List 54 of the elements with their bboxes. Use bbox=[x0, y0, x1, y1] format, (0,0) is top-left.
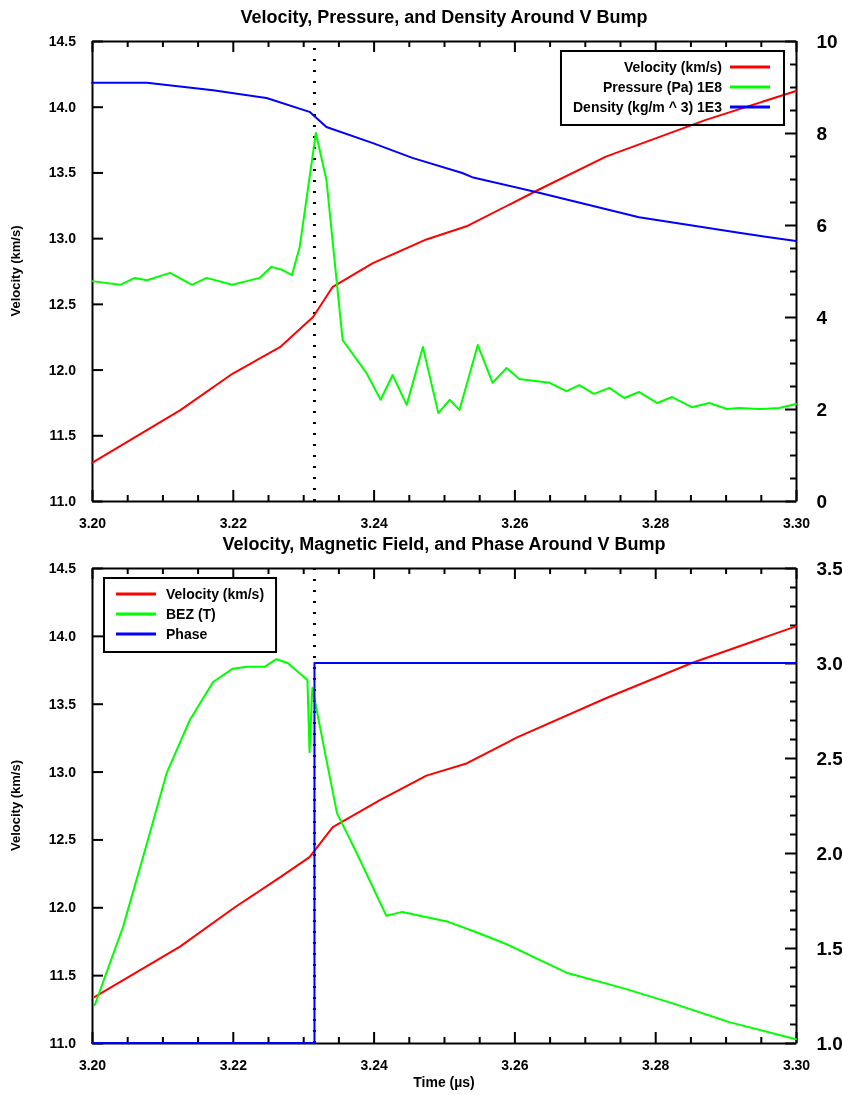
y2-tick-label: 2 bbox=[816, 398, 827, 420]
x-axis-title: Time (µs) bbox=[413, 1074, 475, 1090]
chart-title: Velocity, Pressure, and Density Around V Bump bbox=[240, 7, 648, 27]
y-tick-label: 12.0 bbox=[48, 899, 77, 916]
x-tick-label: 3.30 bbox=[782, 1057, 811, 1074]
y2-tick-label: 3.5 bbox=[816, 557, 842, 579]
y-tick-label: 14.0 bbox=[48, 98, 77, 115]
y-tick-label: 14.5 bbox=[48, 559, 77, 576]
y-tick-label: 11.0 bbox=[49, 1034, 77, 1051]
y-tick-label: 13.0 bbox=[48, 763, 77, 780]
x-tick-label: 3.26 bbox=[501, 515, 529, 532]
y2-tick-label: 0 bbox=[816, 490, 827, 512]
y-tick-label: 11.5 bbox=[49, 967, 77, 984]
legend-label: Velocity (km/s) bbox=[166, 586, 265, 602]
chart-title: Velocity, Magnetic Field, and Phase Around V Bump bbox=[222, 534, 666, 554]
y2-tick-label: 2.0 bbox=[816, 842, 842, 864]
y2-tick-label: 4 bbox=[816, 306, 828, 328]
y-axis-title: Velocity (km/s) bbox=[8, 759, 23, 852]
y-tick-label: 11.5 bbox=[49, 427, 77, 444]
x-tick-label: 3.28 bbox=[642, 515, 670, 532]
x-tick-label: 3.28 bbox=[642, 1057, 670, 1074]
x-tick-label: 3.22 bbox=[219, 515, 248, 532]
y2-tick-label: 2.5 bbox=[816, 747, 842, 769]
x-tick-label: 3.30 bbox=[782, 515, 811, 532]
y2-tick-label: 1.5 bbox=[816, 937, 842, 959]
y-tick-label: 12.5 bbox=[48, 295, 77, 312]
y-tick-label: 12.5 bbox=[48, 831, 77, 848]
y-tick-label: 14.0 bbox=[48, 627, 77, 644]
y2-tick-label: 6 bbox=[816, 214, 827, 236]
legend-label: Pressure (Pa) 1E8 bbox=[602, 79, 723, 95]
y2-tick-label: 10 bbox=[816, 30, 838, 52]
line-series bbox=[91, 132, 797, 415]
legend-label: Density (kg/m ^ 3) 1E3 bbox=[572, 99, 723, 115]
x-tick-label: 3.26 bbox=[501, 1057, 529, 1074]
y2-tick-label: 3.0 bbox=[816, 652, 842, 674]
y-axis-title: Velocity (km/s) bbox=[8, 225, 23, 317]
y2-tick-label: 8 bbox=[816, 122, 827, 144]
y-tick-label: 13.5 bbox=[48, 164, 77, 181]
x-tick-label: 3.24 bbox=[360, 515, 388, 532]
x-tick-label: 3.22 bbox=[219, 1057, 248, 1074]
y2-tick-label: 1.0 bbox=[816, 1032, 842, 1054]
line-series bbox=[93, 625, 797, 998]
line-series bbox=[91, 81, 797, 243]
x-tick-label: 3.20 bbox=[78, 515, 107, 532]
y-tick-label: 12.0 bbox=[48, 361, 77, 378]
y-tick-label: 11.0 bbox=[49, 492, 77, 509]
legend-label: Phase bbox=[166, 626, 208, 642]
x-tick-label: 3.24 bbox=[360, 1057, 388, 1074]
legend-label: BEZ (T) bbox=[166, 606, 216, 622]
y-tick-label: 13.0 bbox=[48, 230, 77, 247]
y-tick-label: 14.5 bbox=[48, 32, 77, 49]
legend-label: Velocity (km/s) bbox=[623, 59, 722, 75]
x-tick-label: 3.20 bbox=[78, 1057, 107, 1074]
y-tick-label: 13.5 bbox=[48, 695, 77, 712]
